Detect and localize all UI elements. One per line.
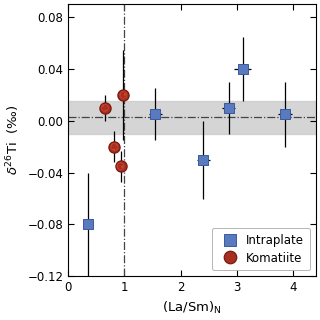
Legend: Intraplate, Komatiite: Intraplate, Komatiite (212, 228, 310, 270)
Point (121, 92, 126, 98)
Point (226, 105, 231, 110)
Point (85, 222, 91, 227)
Bar (68, 101, 316, 134)
Point (121, 92, 126, 98)
Point (153, 112, 158, 117)
Point (240, 67, 245, 72)
Point (112, 144, 117, 149)
Point (118, 164, 123, 169)
Point (102, 105, 107, 110)
Y-axis label: $\delta^{26}$Ti  (‰): $\delta^{26}$Ti (‰) (4, 105, 22, 175)
Point (118, 164, 123, 169)
Point (282, 112, 287, 117)
Point (112, 144, 117, 149)
Point (201, 157, 206, 162)
X-axis label: (La/Sm)$_\mathrm{N}$: (La/Sm)$_\mathrm{N}$ (162, 300, 222, 316)
Point (102, 105, 107, 110)
